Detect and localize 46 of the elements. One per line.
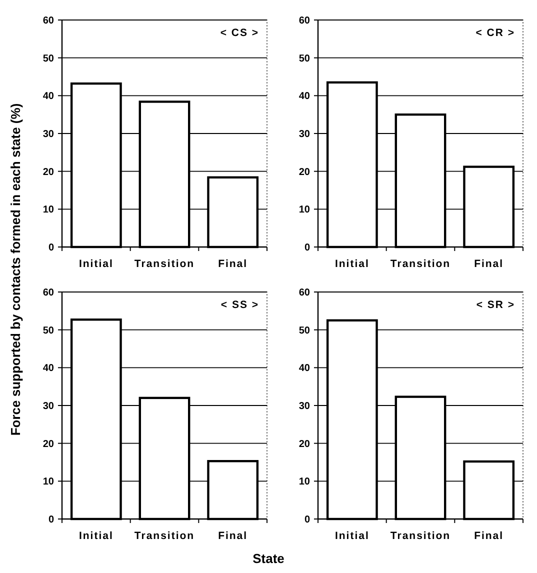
y-tick-label: 20	[42, 166, 54, 178]
y-tick-label: 10	[42, 204, 54, 216]
text: < SR >	[476, 299, 515, 311]
x-tick-label: Initial	[78, 258, 114, 270]
y-tick-label: 40	[42, 91, 54, 102]
y-tick-label: 30	[298, 401, 310, 412]
y-tick-label: 10	[42, 476, 54, 488]
text: < SS >	[220, 299, 259, 311]
y-tick-label: 40	[298, 91, 310, 102]
y-tick-label: 20	[42, 438, 54, 450]
y-tick-label: 0	[48, 514, 54, 526]
y-tick-label: 40	[298, 363, 310, 374]
y-tick-label: 50	[298, 325, 310, 336]
x-axis-title: State	[252, 551, 284, 566]
text: < CS >	[220, 27, 259, 39]
x-tick-label: Initial	[334, 530, 370, 542]
y-tick-label: 0	[304, 242, 310, 254]
y-tick-label: 60	[42, 16, 54, 26]
y-tick-label: 0	[48, 242, 54, 254]
y-tick-label: 50	[42, 53, 54, 64]
y-tick-label: 10	[298, 476, 310, 488]
x-tick-label: Transition	[390, 258, 451, 270]
y-tick-label: 40	[42, 363, 54, 374]
y-tick-label: 10	[298, 204, 310, 216]
y-tick-label: 30	[42, 401, 54, 412]
y-tick-label: 50	[42, 325, 54, 336]
y-tick-label: 60	[298, 288, 310, 298]
text: < CR >	[476, 27, 515, 39]
x-tick-label: Final	[474, 530, 504, 542]
y-tick-label: 30	[298, 129, 310, 140]
y-tick-label: 20	[298, 438, 310, 450]
y-tick-label: 30	[42, 129, 54, 140]
y-tick-label: 0	[304, 514, 310, 526]
y-tick-label: 20	[298, 166, 310, 178]
y-tick-label: 60	[42, 288, 54, 298]
y-axis-title: Force supported by contacts formed in each state (%)	[8, 103, 23, 436]
x-tick-label: Initial	[78, 530, 114, 542]
x-tick-label: Final	[218, 258, 248, 270]
x-tick-label: Final	[218, 530, 248, 542]
x-tick-label: Transition	[134, 530, 195, 542]
y-tick-label: 60	[298, 16, 310, 26]
x-tick-label: Transition	[134, 258, 195, 270]
y-tick-label: 50	[298, 53, 310, 64]
x-tick-label: Transition	[390, 530, 451, 542]
x-tick-label: Initial	[334, 258, 370, 270]
x-tick-label: Final	[474, 258, 504, 270]
